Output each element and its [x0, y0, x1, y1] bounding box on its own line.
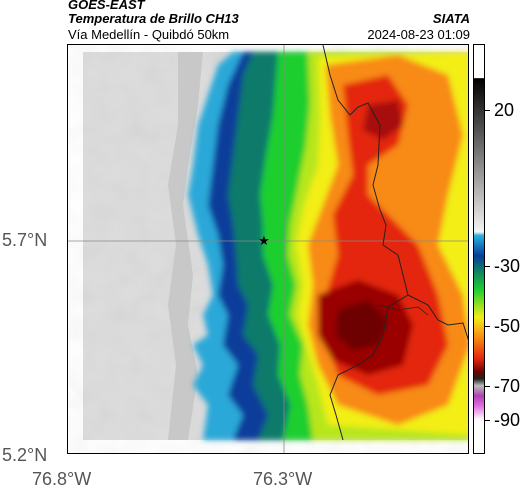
colorbar-label: -70 — [494, 376, 521, 396]
colorbar-label: -30 — [494, 256, 521, 276]
colorbar-tick — [485, 386, 490, 387]
colorbar-label: -90 — [494, 410, 521, 430]
colorbar-tick — [485, 110, 490, 111]
region-label: Vía Medellín - Quibdó 50km — [68, 27, 230, 42]
satellite-map: ★ — [67, 44, 469, 454]
department-border-east — [407, 294, 468, 341]
satellite-name: GOES-EAST — [68, 0, 145, 12]
colorbar-tick — [485, 420, 490, 421]
colorbar — [473, 44, 485, 454]
coastal-shadow — [168, 52, 203, 440]
cloud-layers — [188, 52, 468, 440]
brightness-temperature-field: ★ — [68, 45, 468, 453]
colorbar-label: 20 — [494, 100, 515, 120]
longitude-tick-label: 76.8°W — [32, 469, 92, 489]
latitude-tick-label: 5.2°N — [2, 445, 48, 465]
latitude-tick-label: 5.7°N — [2, 230, 48, 250]
department-border — [322, 45, 409, 441]
product-title: Temperatura de Brillo CH13 — [68, 11, 239, 26]
colorbar-tick — [485, 266, 490, 267]
colorbar-tick — [485, 326, 490, 327]
longitude-tick-label: 76.3°W — [253, 469, 313, 489]
star-icon: ★ — [258, 234, 270, 249]
timestamp-label: 2024-08-23 01:09 — [367, 27, 470, 42]
municipal-border — [377, 304, 429, 316]
colorbar-label: -50 — [494, 316, 521, 336]
agency-label: SIATA — [432, 11, 470, 26]
